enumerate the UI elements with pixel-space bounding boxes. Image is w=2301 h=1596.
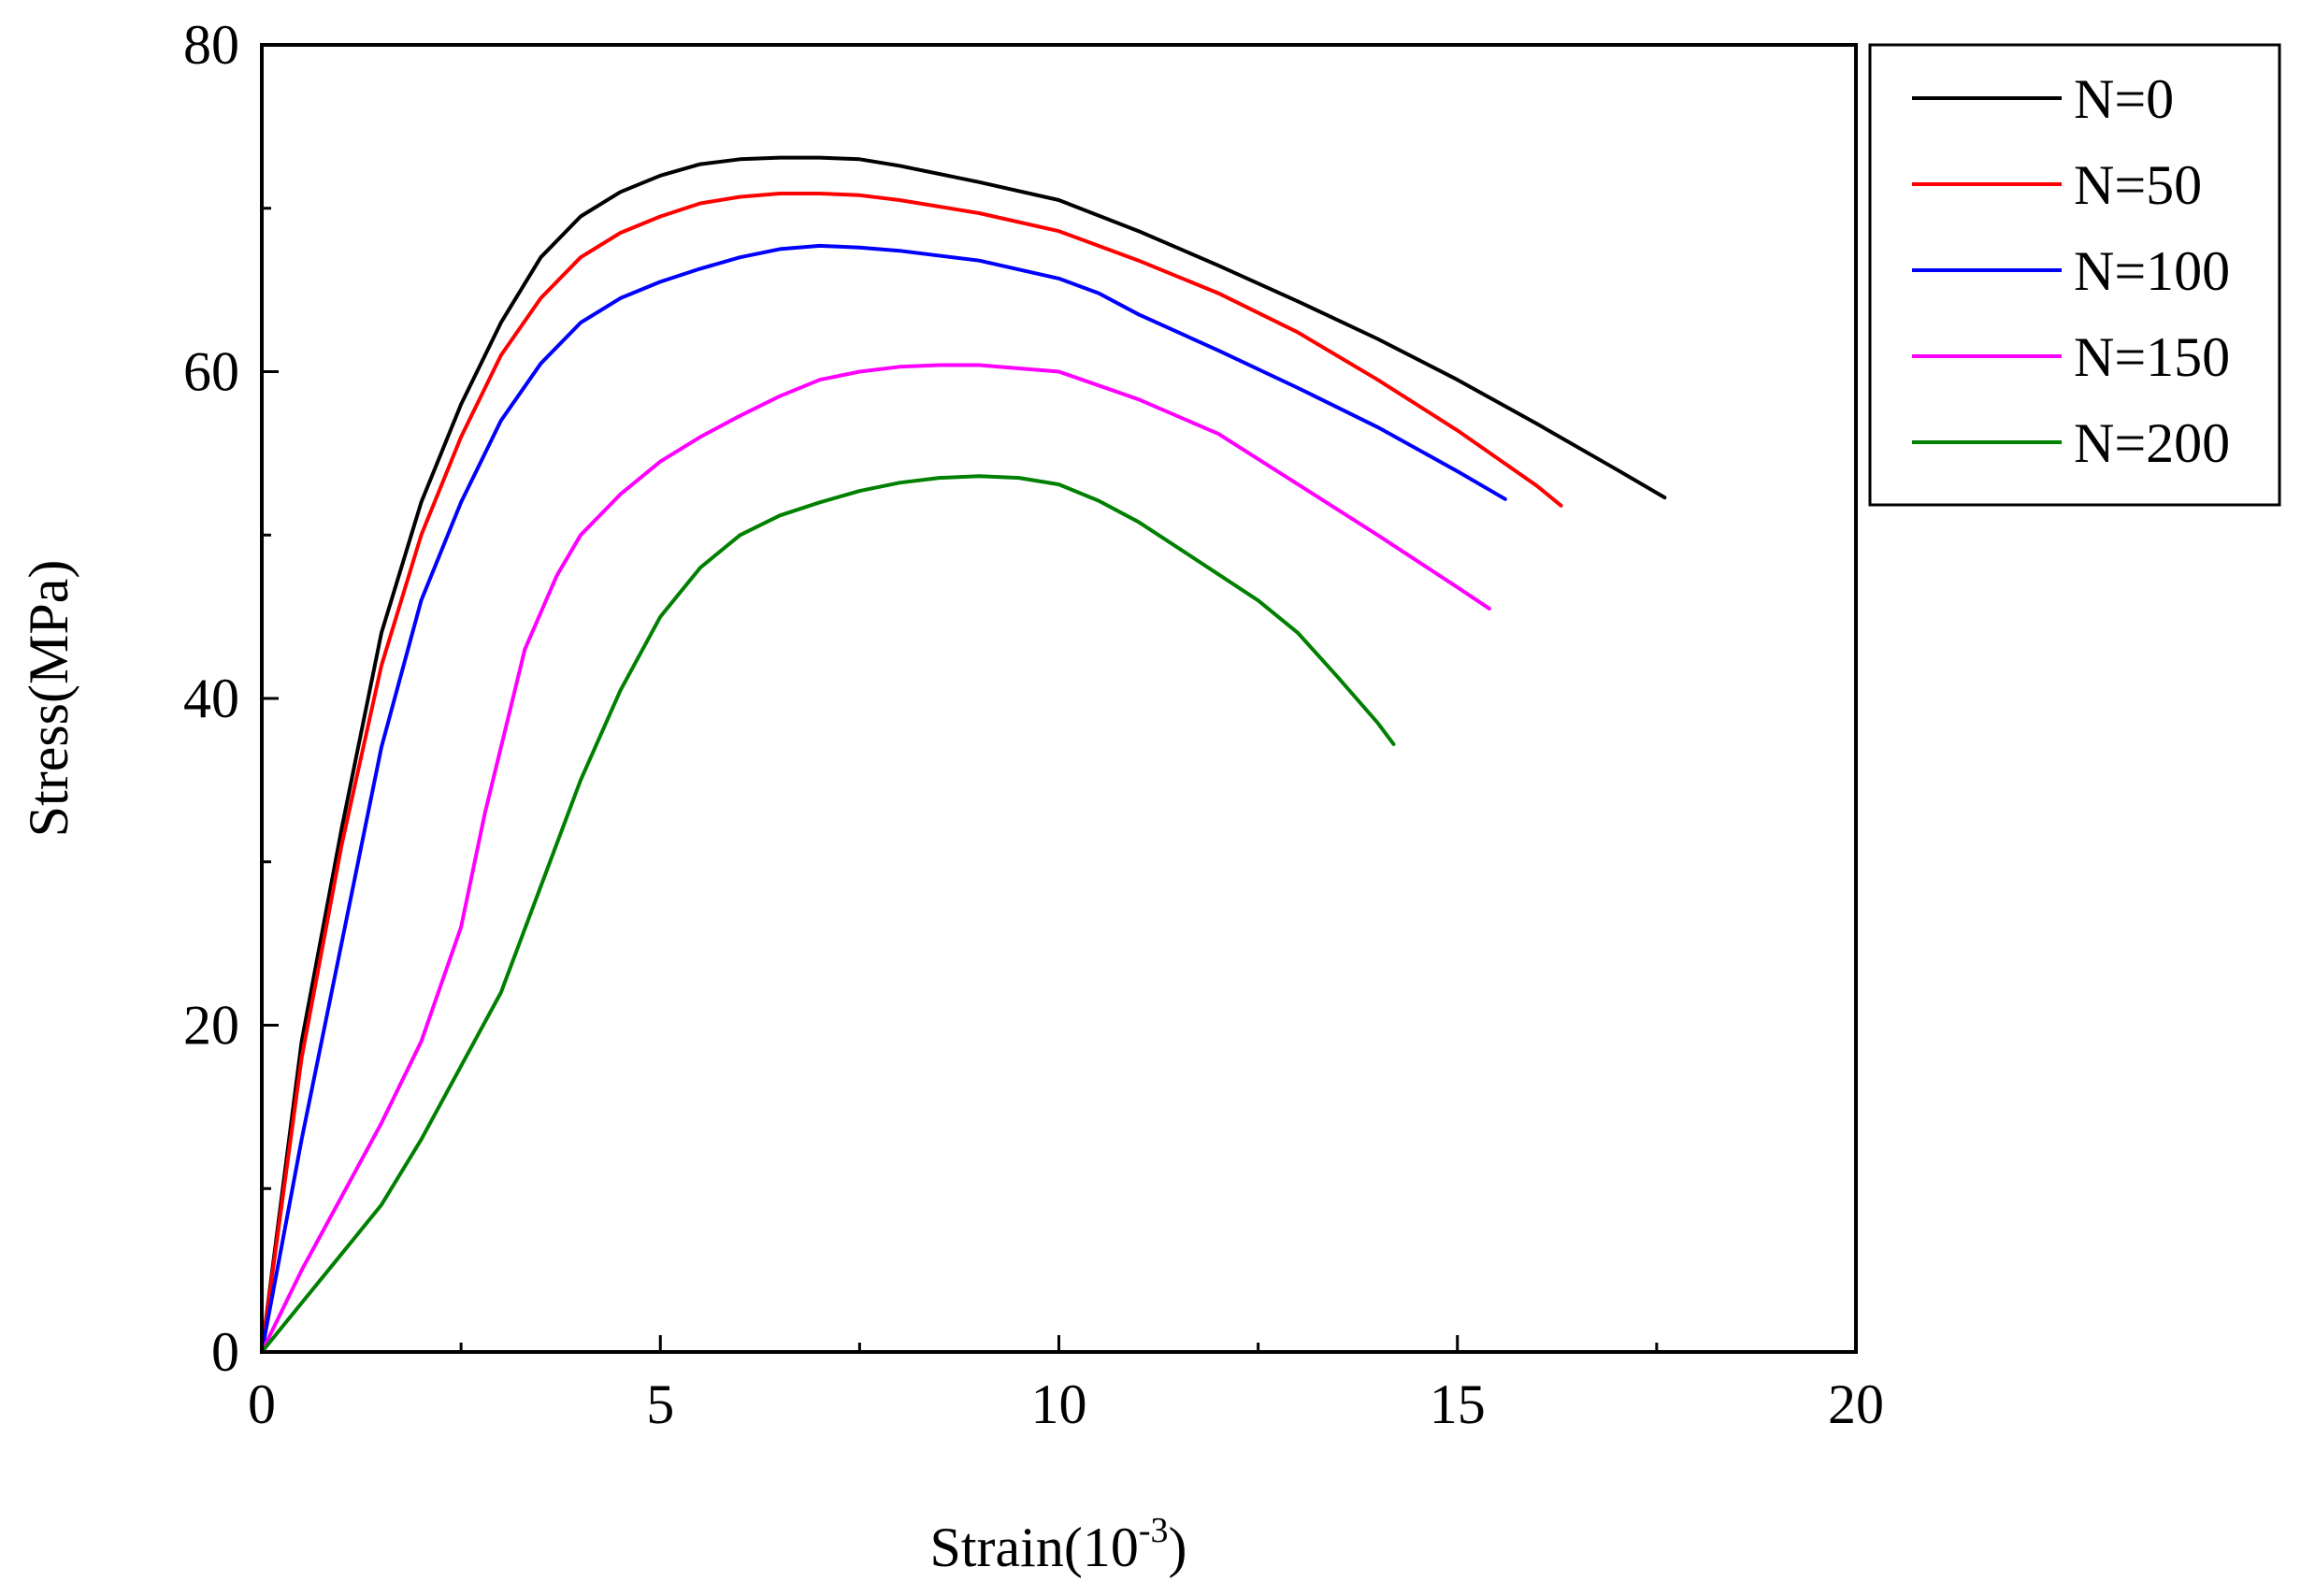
- x-axis-title: Strain(10-3): [930, 1511, 1187, 1578]
- tick-layer: 0 5 10 15 20 0 20 40 60 80: [183, 14, 1884, 1435]
- x-axis-title-close: ): [1168, 1517, 1186, 1578]
- y-tick-label: 80: [183, 14, 239, 76]
- legend-box: [1868, 43, 2281, 507]
- x-tick-label: 10: [1031, 1373, 1087, 1435]
- x-tick-label: 15: [1430, 1373, 1486, 1435]
- legend-items: N=0 N=50 N=100 N=150 N=200: [1912, 68, 2230, 474]
- x-tick-label: 0: [248, 1373, 276, 1435]
- y-tick-label: 20: [183, 995, 239, 1057]
- legend-label-n-200: N=200: [2074, 412, 2230, 474]
- plot-frame: [260, 43, 1858, 1354]
- series-line-n-50: [260, 192, 1563, 1354]
- y-tick-label: 60: [183, 341, 239, 403]
- legend-label-n-150: N=150: [2074, 326, 2230, 388]
- series-line-n-200: [260, 474, 1396, 1354]
- y-axis-title: Stress(MPa): [18, 560, 79, 838]
- y-tick-label: 40: [183, 668, 239, 729]
- x-tick-label: 5: [646, 1373, 674, 1435]
- legend-label-n-100: N=100: [2074, 240, 2230, 302]
- x-axis-title-main: Strain(10: [930, 1517, 1139, 1578]
- series-line-n-0: [260, 155, 1667, 1354]
- y-tick-label: 0: [211, 1321, 239, 1383]
- series-line-n-100: [260, 243, 1507, 1354]
- series-layer: [260, 155, 1667, 1354]
- x-axis-title-superscript: -3: [1139, 1511, 1169, 1550]
- legend-label-n-50: N=50: [2074, 154, 2202, 216]
- series-line-n-150: [260, 363, 1491, 1354]
- x-tick-label: 20: [1828, 1373, 1884, 1435]
- legend-label-n-0: N=0: [2074, 68, 2174, 130]
- legend: N=0 N=50 N=100 N=150 N=200: [1868, 43, 2281, 507]
